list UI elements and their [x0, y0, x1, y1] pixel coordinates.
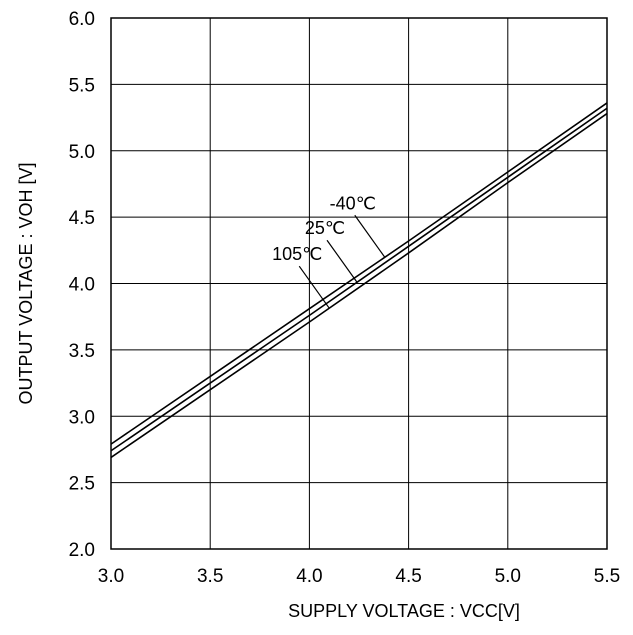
annotation-leader [354, 214, 386, 258]
y-tick-labels: 2.0 2.5 3.0 3.5 4.0 4.5 5.0 5.5 6.0 [69, 9, 95, 561]
x-axis-label: SUPPLY VOLTAGE : VCC[V] [288, 601, 520, 621]
annotation-label: -40℃ [330, 193, 376, 213]
x-tick-label: 4.0 [296, 566, 322, 587]
y-tick-label: 4.0 [69, 275, 95, 296]
plot-area-frame [110, 17, 608, 550]
series-line-0 [110, 102, 608, 445]
y-tick-label: 3.0 [69, 407, 95, 428]
x-tick-label: 3.5 [197, 566, 223, 587]
y-axis-label: OUTPUT VOLTAGE : VOH [V] [16, 162, 36, 404]
annotation-leader [326, 239, 358, 283]
y-tick-label: 5.5 [69, 75, 95, 96]
x-tick-label: 4.5 [395, 566, 421, 587]
y-tick-label: 2.0 [69, 540, 95, 561]
x-tick-labels: 3.0 3.5 4.0 4.5 5.0 5.5 [98, 566, 620, 587]
x-tick-label: 5.5 [594, 566, 620, 587]
annotation-leader [298, 265, 330, 309]
series-line-1 [110, 107, 608, 452]
y-tick-label: 2.5 [69, 474, 95, 495]
data-series [110, 102, 608, 459]
annotation-label: 25℃ [305, 218, 345, 238]
annotation-label: 105℃ [272, 244, 322, 264]
x-tick-label: 3.0 [98, 566, 124, 587]
y-tick-label: 4.5 [69, 208, 95, 229]
x-tick-label: 5.0 [495, 566, 521, 587]
y-tick-label: 5.0 [69, 142, 95, 163]
y-tick-label: 6.0 [69, 9, 95, 30]
grid-lines [110, 17, 608, 550]
y-tick-label: 3.5 [69, 341, 95, 362]
series-line-2 [110, 112, 608, 459]
series-annotations: -40℃ 25℃ 105℃ [272, 193, 386, 309]
